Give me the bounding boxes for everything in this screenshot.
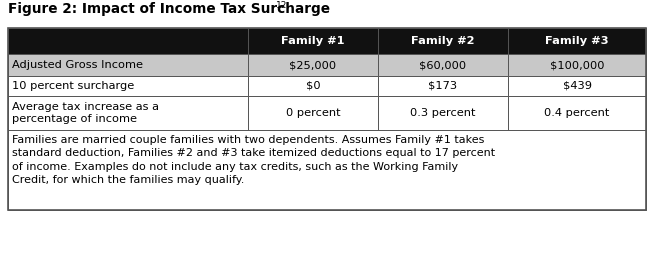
Bar: [508, 76, 646, 96]
Text: $100,000: $100,000: [550, 60, 604, 70]
Bar: [378, 76, 508, 96]
Text: Adjusted Gross Income: Adjusted Gross Income: [12, 60, 143, 70]
Bar: [8, 54, 248, 76]
Bar: [248, 96, 378, 130]
Text: Average tax increase as a
percentage of income: Average tax increase as a percentage of …: [12, 102, 159, 124]
Text: Family #1: Family #1: [281, 36, 345, 46]
Bar: [378, 28, 508, 54]
Text: 0.3 percent: 0.3 percent: [410, 108, 476, 118]
Bar: [378, 54, 508, 76]
Bar: [508, 96, 646, 130]
Text: $25,000: $25,000: [289, 60, 337, 70]
Text: $0: $0: [306, 81, 320, 91]
Text: 12: 12: [276, 1, 287, 10]
Bar: [248, 54, 378, 76]
Text: 10 percent surcharge: 10 percent surcharge: [12, 81, 134, 91]
Bar: [508, 54, 646, 76]
Bar: [378, 96, 508, 130]
Text: Family #3: Family #3: [545, 36, 609, 46]
Text: Families are married couple families with two dependents. Assumes Family #1 take: Families are married couple families wit…: [12, 135, 495, 185]
Bar: [508, 28, 646, 54]
Text: $60,000: $60,000: [419, 60, 466, 70]
Text: $439: $439: [562, 81, 592, 91]
Bar: [8, 96, 248, 130]
Bar: [8, 28, 646, 210]
Text: Figure 2: Impact of Income Tax Surcharge: Figure 2: Impact of Income Tax Surcharge: [8, 2, 330, 16]
Bar: [8, 76, 248, 96]
Bar: [248, 76, 378, 96]
Text: 0.4 percent: 0.4 percent: [544, 108, 609, 118]
Text: Family #2: Family #2: [411, 36, 475, 46]
Bar: [8, 130, 646, 210]
Text: $173: $173: [428, 81, 458, 91]
Text: 0 percent: 0 percent: [285, 108, 340, 118]
Bar: [8, 28, 248, 54]
Bar: [248, 28, 378, 54]
